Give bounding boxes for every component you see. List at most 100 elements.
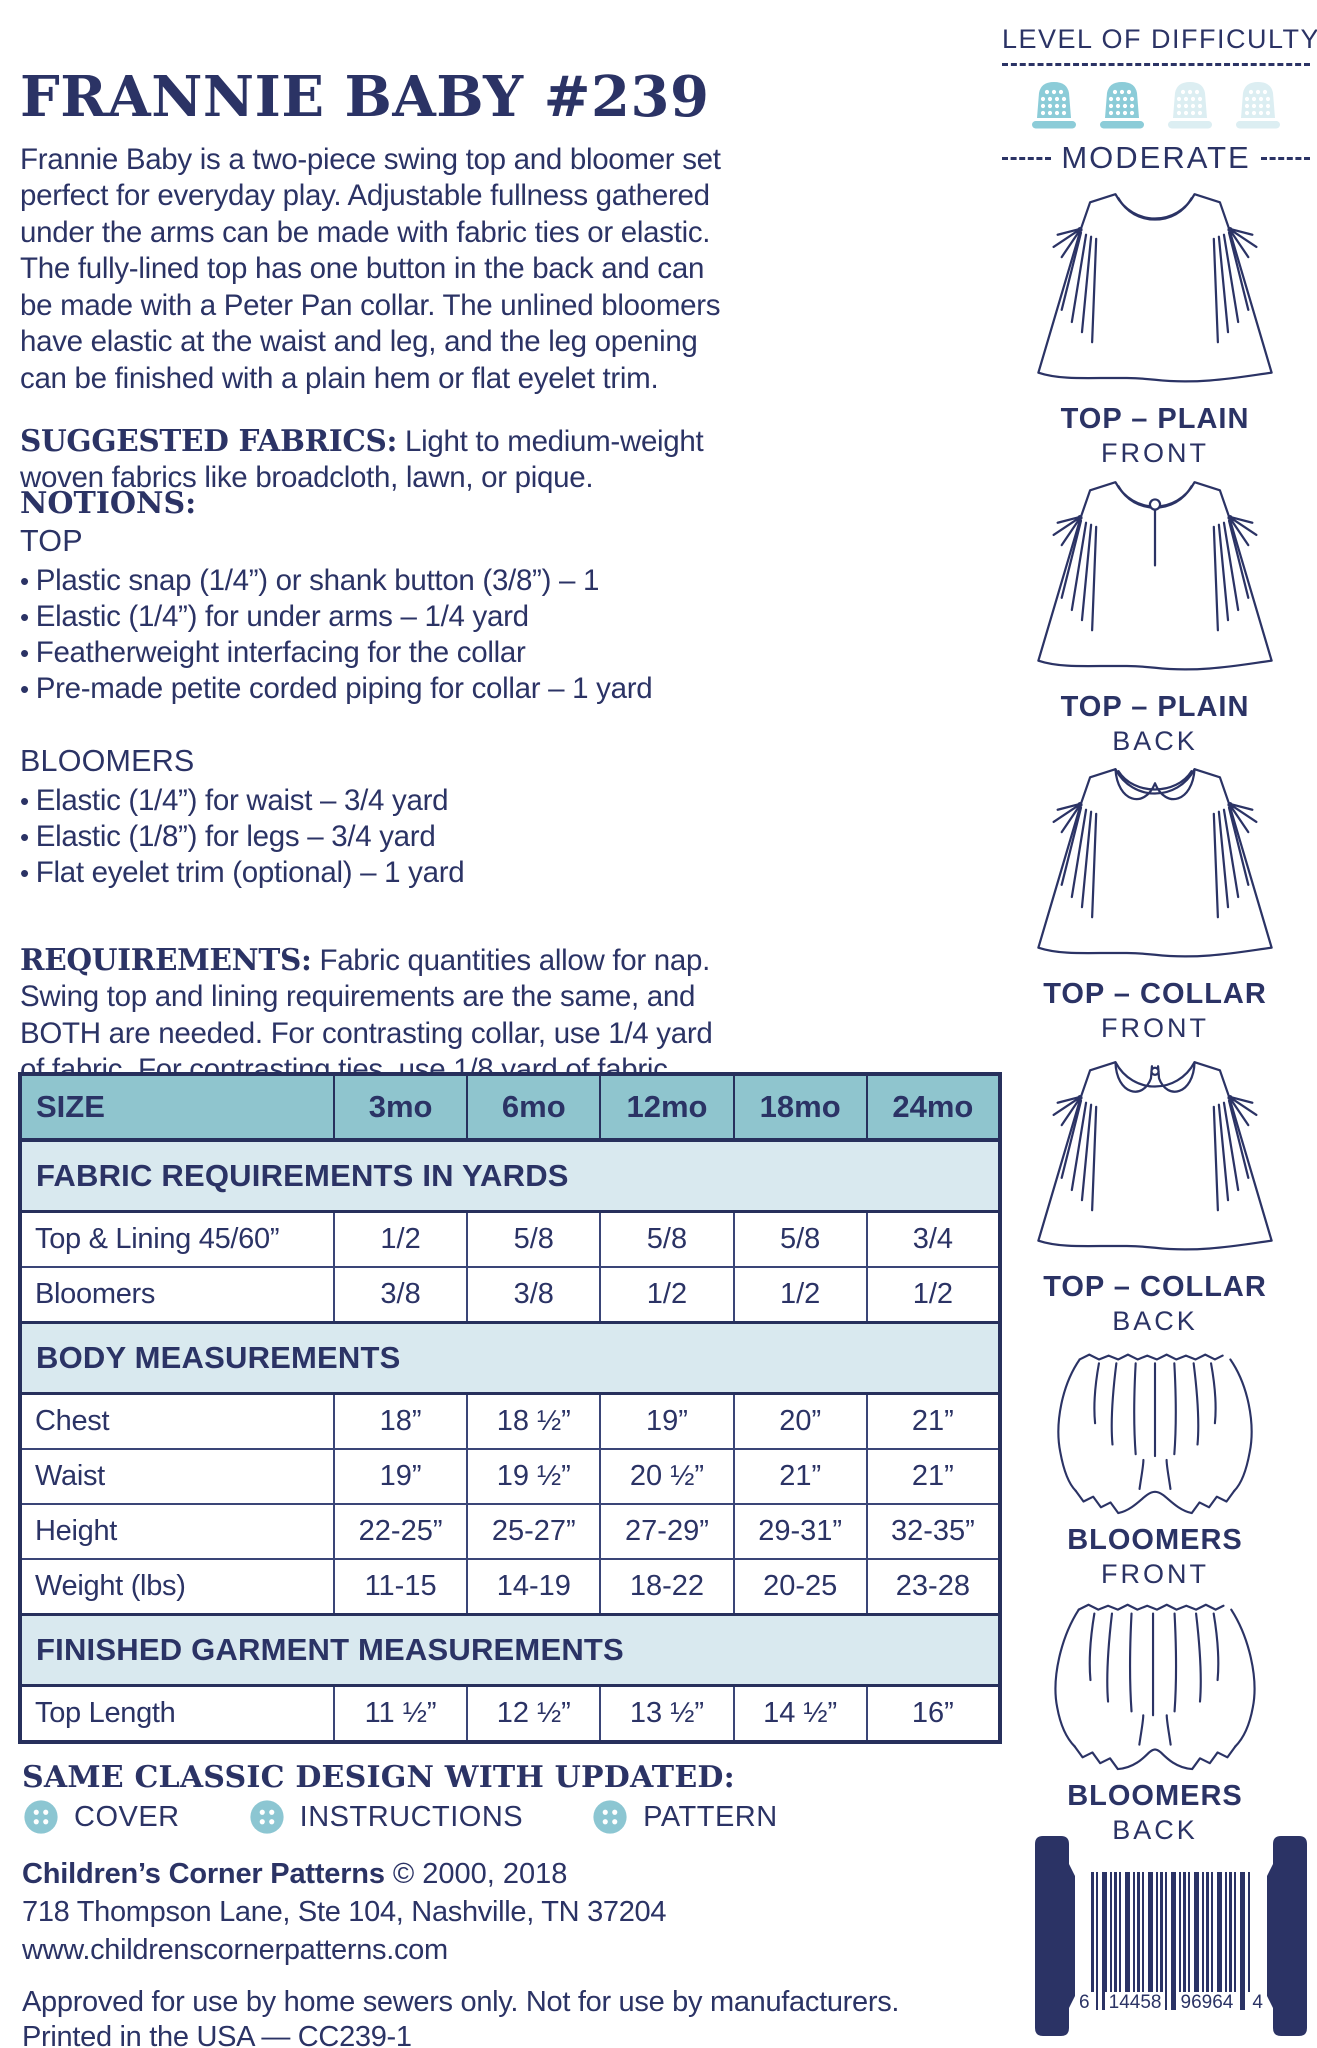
cell: 23-28 [865,1558,1002,1616]
difficulty-panel: LEVEL OF DIFFICULTY [1002,24,1317,176]
cell: 22-25” [332,1503,469,1560]
cell: 27-29” [599,1503,735,1560]
cell: 5/8 [466,1210,602,1268]
cell: 1/2 [599,1266,735,1324]
cell: 1/2 [332,1210,469,1268]
cell: 12 ½” [466,1684,602,1743]
illustration-view: BACK [1112,1815,1198,1845]
address-line: 718 Thompson Lane, Ste 104, Nashville, T… [22,1896,667,1928]
updated-heading: SAME CLASSIC DESIGN WITH UPDATED: [22,1760,735,1795]
difficulty-level-label: MODERATE [1061,140,1251,175]
illustration-top-collar-back: TOP – COLLAR BACK [1000,1048,1310,1337]
cell: 3/8 [332,1266,469,1324]
illustration-top-plain-front: TOP – PLAIN FRONT [1000,180,1310,469]
notions-bloomers-label: BLOOMERS [20,744,195,778]
illustration-title: TOP – PLAIN [1060,403,1250,435]
thimble-icon [1168,82,1212,129]
updated-item-label: COVER [74,1800,180,1833]
row-label: Bloomers [19,1266,335,1324]
button-icon [24,1800,58,1834]
illustration-bloomers-back: BLOOMERS BACK [1000,1594,1310,1846]
requirements-label: REQUIREMENTS: [20,941,312,977]
notions-top-group: TOP Plastic snap (1/4”) or shank button … [20,524,734,707]
column-header: 12mo [600,1074,735,1142]
row-label: Weight (lbs) [19,1558,335,1616]
row-label: Chest [19,1392,335,1450]
barcode-digits: 6 14458 96964 4 [1075,1992,1267,2014]
swing-top-collar-front-drawing [1037,768,1273,958]
column-header: 3mo [334,1074,469,1142]
spool-flange-right [1267,1836,1307,2036]
table-row: Waist 19” 19 ½” 20 ½” 21” 21” [19,1448,1002,1505]
illustration-title: TOP – COLLAR [1043,978,1267,1010]
row-label: Waist [19,1448,335,1505]
illustration-title: TOP – PLAIN [1060,691,1250,723]
section-band: FINISHED GARMENT MEASUREMENTS [20,1613,1000,1687]
row-label: Top Length [19,1684,335,1743]
dashed-rule [1002,156,1052,160]
illustration-title: BLOOMERS [1067,1780,1243,1812]
updated-item-label: INSTRUCTIONS [299,1800,524,1833]
brand-name: Children’s Corner Patterns [22,1858,385,1890]
table-header-row: SIZE 3mo 6mo 12mo 18mo 24mo [20,1074,1002,1142]
barcode-bars [1091,1872,1251,2010]
updated-item-pattern: PATTERN [591,1798,778,1836]
cell: 1/2 [732,1266,868,1324]
description-paragraph: Frannie Baby is a two-piece swing top an… [20,142,721,395]
table-row: Chest 18” 18 ½” 19” 20” 21” [19,1392,1002,1450]
notions-top-list: Plastic snap (1/4”) or shank button (3/8… [20,563,734,707]
illustration-view: BACK [1112,726,1198,756]
cell: 29-31” [732,1503,868,1560]
difficulty-heading: LEVEL OF DIFFICULTY [1002,24,1317,66]
list-item: Elastic (1/4”) for under arms – 1/4 yard [20,599,734,635]
illustration-view: FRONT [1101,1013,1209,1043]
barcode-digit-group: 96964 [1176,1992,1238,2014]
cell: 21” [732,1448,868,1505]
cell: 21” [865,1448,1002,1505]
table-row: Top & Lining 45/60” 1/2 5/8 5/8 5/8 3/4 [19,1210,1002,1268]
suggested-fabrics-label: SUGGESTED FABRICS: [20,422,398,458]
notions-bloomers-list: Elastic (1/4”) for waist – 3/4 yard Elas… [20,783,734,891]
section-title: FINISHED GARMENT MEASUREMENTS [20,1613,1000,1687]
list-item: Elastic (1/4”) for waist – 3/4 yard [20,783,734,819]
list-item: Elastic (1/8”) for legs – 3/4 yard [20,819,734,855]
column-header: 24mo [866,1074,1002,1142]
updated-item-label: PATTERN [643,1800,778,1833]
updated-item-instructions: INSTRUCTIONS [248,1798,524,1836]
column-header-size: SIZE [20,1074,335,1142]
table-row: Top Length 11 ½” 12 ½” 13 ½” 14 ½” 16” [19,1684,1002,1743]
brand-line: Children’s Corner Patterns © 2000, 2018 [22,1858,567,1891]
cell: 19” [599,1392,735,1450]
cell: 16” [865,1684,1002,1743]
page-title: FRANNIE BABY #239 [20,63,710,130]
table-row: Height 22-25” 25-27” 27-29” 29-31” 32-35… [19,1503,1002,1560]
illustration-view: FRONT [1101,1559,1209,1589]
row-label: Top & Lining 45/60” [19,1210,335,1268]
requirements-text: Fabric quantities allow for nap. Swing t… [20,943,713,1087]
notions-bloomers-group: BLOOMERS Elastic (1/4”) for waist – 3/4 … [20,744,734,891]
requirements-paragraph: REQUIREMENTS: Fabric quantities allow fo… [20,942,736,1089]
table-row: Bloomers 3/8 3/8 1/2 1/2 1/2 [19,1266,1002,1324]
swing-top-collar-back-drawing [1037,1061,1273,1251]
cell: 32-35” [865,1503,1002,1560]
cell: 5/8 [599,1210,735,1268]
list-item: Featherweight interfacing for the collar [20,635,734,671]
cell: 20” [732,1392,868,1450]
thimble-icon [1100,82,1144,129]
illustration-title: BLOOMERS [1067,1524,1243,1556]
cell: 14 ½” [732,1684,868,1743]
bloomers-back-drawing [1054,1603,1256,1771]
illustration-bloomers-front: BLOOMERS FRONT [1000,1344,1310,1590]
section-title: BODY MEASUREMENTS [20,1321,1000,1395]
column-header: 18mo [733,1074,868,1142]
cell: 18-22 [599,1558,735,1616]
cell: 21” [865,1392,1002,1450]
dashed-rule [1260,156,1311,160]
button-icon [250,1800,284,1834]
cell: 25-27” [466,1503,602,1560]
cell: 5/8 [732,1210,868,1268]
difficulty-level-row: MODERATE [1002,140,1311,176]
barcode-digit-group: 4 [1248,1992,1267,2014]
cell: 20-25 [732,1558,868,1616]
